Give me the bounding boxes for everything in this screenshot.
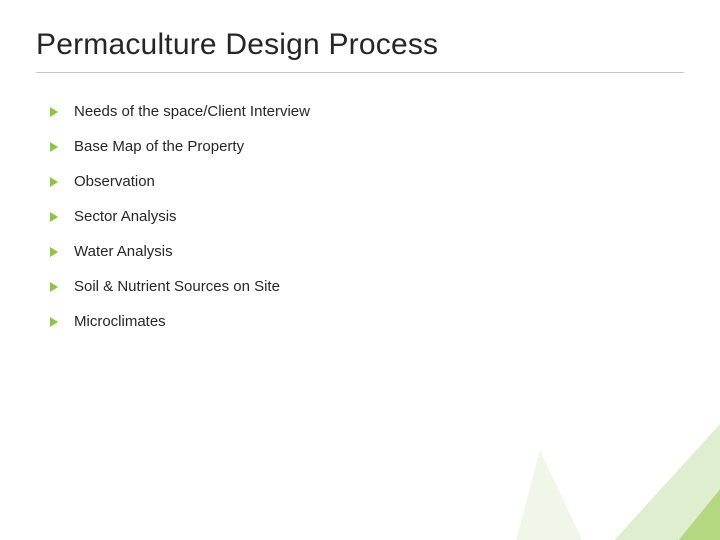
page-title: Permaculture Design Process xyxy=(36,28,684,73)
list-item: Microclimates xyxy=(48,313,684,330)
bullet-text: Base Map of the Property xyxy=(74,138,244,155)
arrow-right-icon xyxy=(48,316,60,328)
list-item: Base Map of the Property xyxy=(48,138,684,155)
arrow-right-icon xyxy=(48,246,60,258)
arrow-right-icon xyxy=(48,281,60,293)
list-item: Soil & Nutrient Sources on Site xyxy=(48,278,684,295)
bullet-text: Soil & Nutrient Sources on Site xyxy=(74,278,280,295)
arrow-right-icon xyxy=(48,176,60,188)
arrow-right-icon xyxy=(48,211,60,223)
list-item: Needs of the space/Client Interview xyxy=(48,103,684,120)
bullet-text: Water Analysis xyxy=(74,243,173,260)
list-item: Sector Analysis xyxy=(48,208,684,225)
list-item: Water Analysis xyxy=(48,243,684,260)
bullet-list: Needs of the space/Client Interview Base… xyxy=(36,103,684,330)
bullet-text: Microclimates xyxy=(74,313,166,330)
bullet-text: Observation xyxy=(74,173,155,190)
arrow-right-icon xyxy=(48,141,60,153)
list-item: Observation xyxy=(48,173,684,190)
bullet-text: Needs of the space/Client Interview xyxy=(74,103,310,120)
corner-decoration xyxy=(500,300,720,540)
slide: Permaculture Design Process Needs of the… xyxy=(0,0,720,540)
bullet-text: Sector Analysis xyxy=(74,208,177,225)
arrow-right-icon xyxy=(48,106,60,118)
